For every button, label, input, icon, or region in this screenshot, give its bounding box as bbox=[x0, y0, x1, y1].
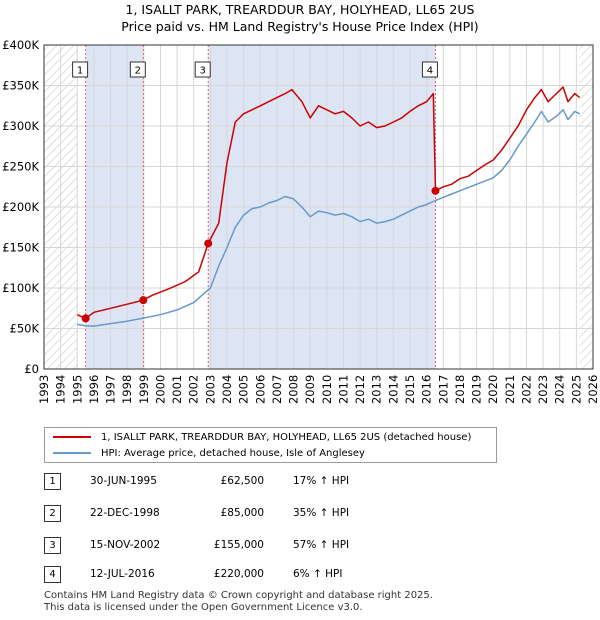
x-tick-label: 2014 bbox=[386, 375, 400, 404]
legend-item-hpi: HPI: Average price, detached house, Isle… bbox=[53, 446, 365, 460]
x-tick-label: 2020 bbox=[486, 375, 500, 404]
x-tick-label: 1993 bbox=[37, 375, 51, 404]
x-tick-label: 2026 bbox=[586, 375, 600, 404]
x-tick-label: 2016 bbox=[420, 375, 434, 404]
transaction-label-box bbox=[194, 61, 211, 78]
transaction-row: 4 12-JUL-2016 £220,000 6% ↑ HPI bbox=[44, 566, 404, 584]
legend-label-hpi: HPI: Average price, detached house, Isle… bbox=[101, 447, 365, 459]
x-tick-label: 2009 bbox=[303, 375, 317, 404]
transaction-row: 1 30-JUN-1995 £62,500 17% ↑ HPI bbox=[44, 473, 404, 491]
transaction-date: 30-JUN-1995 bbox=[90, 475, 157, 487]
y-tick-label: £100K bbox=[2, 281, 39, 295]
transaction-date: 12-JUL-2016 bbox=[90, 568, 155, 580]
y-tick-label: £250K bbox=[2, 160, 39, 174]
footer-licence: This data is licensed under the Open Gov… bbox=[44, 602, 363, 613]
x-tick-label: 2022 bbox=[519, 375, 533, 404]
x-tick-label: 2015 bbox=[403, 375, 417, 404]
x-tick-label: 2003 bbox=[203, 375, 217, 404]
y-tick-label: £50K bbox=[10, 322, 40, 336]
transaction-hpi: 57% ↑ HPI bbox=[293, 539, 350, 551]
transaction-point bbox=[204, 239, 213, 248]
x-tick-label: 1998 bbox=[120, 375, 134, 404]
y-tick-label: £0 bbox=[24, 362, 39, 376]
transaction-hpi: 6% ↑ HPI bbox=[293, 568, 343, 580]
transaction-point bbox=[81, 314, 90, 323]
x-tick-label: 1999 bbox=[137, 375, 151, 404]
transaction-row: 2 22-DEC-1998 £85,000 35% ↑ HPI bbox=[44, 505, 404, 523]
y-tick-label: £350K bbox=[2, 79, 39, 93]
x-tick-label: 2010 bbox=[320, 375, 334, 404]
transaction-price: £62,500 bbox=[220, 475, 264, 487]
x-tick-label: 1996 bbox=[87, 375, 101, 404]
x-tick-label: 2019 bbox=[470, 375, 484, 404]
transaction-number: 1 bbox=[44, 473, 61, 490]
property-price-line bbox=[76, 86, 581, 320]
x-tick-label: 1997 bbox=[104, 375, 118, 404]
x-tick-label: 2000 bbox=[153, 375, 167, 404]
legend: 1, ISALLT PARK, TREARDDUR BAY, HOLYHEAD,… bbox=[44, 427, 497, 463]
x-tick-label: 2011 bbox=[336, 375, 350, 404]
transaction-label: 1 bbox=[77, 66, 83, 77]
transaction-row: 3 15-NOV-2002 £155,000 57% ↑ HPI bbox=[44, 537, 404, 555]
x-tick-label: 2008 bbox=[287, 375, 301, 404]
transaction-number: 3 bbox=[44, 537, 61, 554]
transaction-label-box bbox=[72, 61, 89, 78]
x-tick-label: 2013 bbox=[370, 375, 384, 404]
price-chart: 1 2 3 4 £0 £50K £100K £150K £200K £250K £300K £350… bbox=[2, 38, 600, 404]
x-tick-label: 2001 bbox=[170, 375, 184, 404]
transaction-hpi: 17% ↑ HPI bbox=[293, 475, 350, 487]
transaction-point bbox=[431, 186, 440, 195]
chart-title-line2: Price paid vs. HM Land Registry's House … bbox=[121, 19, 479, 34]
x-tick-label: 2007 bbox=[270, 375, 284, 404]
hpi-line bbox=[77, 109, 581, 327]
transaction-date: 22-DEC-1998 bbox=[90, 507, 160, 519]
transaction-number: 4 bbox=[44, 566, 61, 583]
x-tick-label: 2017 bbox=[436, 375, 450, 404]
x-tick-label: 2004 bbox=[220, 375, 234, 404]
legend-swatch-property bbox=[53, 436, 91, 438]
x-tick-label: 2024 bbox=[553, 375, 567, 404]
plot-frame bbox=[43, 44, 594, 370]
x-tick-label: 2002 bbox=[187, 375, 201, 404]
y-tick-label: £200K bbox=[2, 200, 39, 214]
footer-copyright: Contains HM Land Registry data © Crown c… bbox=[44, 590, 433, 601]
transaction-label: 2 bbox=[135, 66, 141, 77]
y-tick-label: £150K bbox=[2, 241, 39, 255]
x-tick-label: 2012 bbox=[353, 375, 367, 404]
transaction-point bbox=[139, 296, 148, 305]
transaction-price: £220,000 bbox=[213, 568, 264, 580]
transaction-label: 3 bbox=[200, 66, 206, 77]
transaction-date: 15-NOV-2002 bbox=[90, 539, 161, 551]
x-tick-label: 2005 bbox=[237, 375, 251, 404]
chart-title-line1: 1, ISALLT PARK, TREARDDUR BAY, HOLYHEAD,… bbox=[125, 2, 475, 17]
x-tick-label: 2025 bbox=[569, 375, 583, 404]
transaction-price: £155,000 bbox=[213, 539, 264, 551]
x-tick-label: 1995 bbox=[70, 375, 84, 404]
legend-item-property: 1, ISALLT PARK, TREARDDUR BAY, HOLYHEAD,… bbox=[53, 430, 471, 444]
transaction-label-box bbox=[129, 61, 146, 78]
x-tick-label: 2023 bbox=[536, 375, 550, 404]
y-tick-label: £300K bbox=[2, 119, 39, 133]
transaction-hpi: 35% ↑ HPI bbox=[293, 507, 350, 519]
x-tick-label: 2018 bbox=[453, 375, 467, 404]
x-tick-label: 2006 bbox=[253, 375, 267, 404]
transaction-label: 4 bbox=[427, 66, 433, 77]
transaction-price: £85,000 bbox=[220, 507, 264, 519]
y-tick-label: £400K bbox=[2, 38, 39, 52]
x-tick-label: 1994 bbox=[54, 375, 68, 404]
legend-label-property: 1, ISALLT PARK, TREARDDUR BAY, HOLYHEAD,… bbox=[101, 431, 472, 443]
transaction-number: 2 bbox=[44, 505, 61, 522]
transaction-label-box bbox=[421, 61, 438, 78]
x-tick-label: 2021 bbox=[503, 375, 517, 404]
legend-swatch-hpi bbox=[53, 452, 91, 454]
